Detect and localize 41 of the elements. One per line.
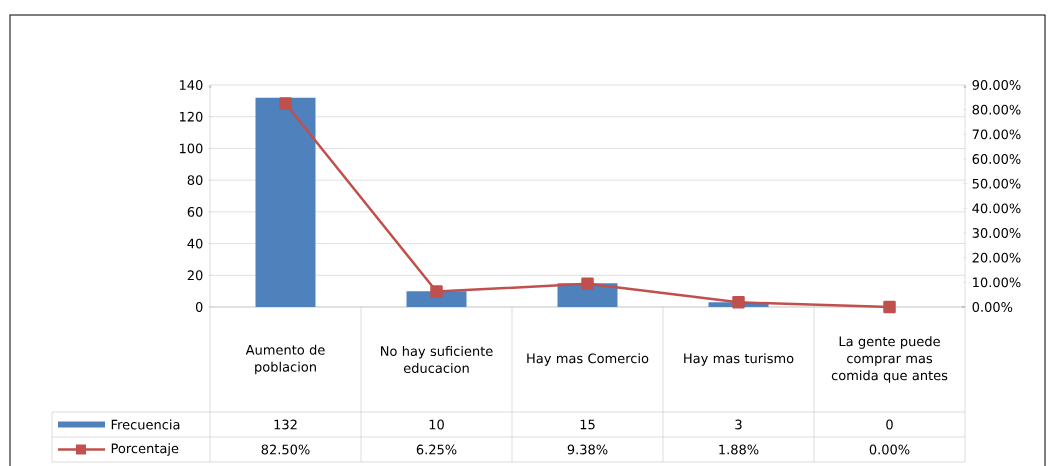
y-tick-label: 120 [179,111,203,122]
y2-tick-label: 10.00% [973,277,1021,288]
legend-label: Porcentaje [111,443,179,456]
y-tick-label: 60 [187,206,203,217]
y2-tick-label: 60.00% [972,154,1021,164]
y2-tick-label: 40.00% [972,203,1021,214]
y2-tick-label: 30.00% [972,228,1021,238]
y-tick-label: 140 [179,80,203,90]
y2-tick-label: 70.00% [972,129,1021,140]
data-label: 9.38% [567,444,608,455]
data-label: 132 [274,419,297,430]
y2-tick-label: 20.00% [972,252,1021,263]
x-tick-label: Hay mas Comercio [527,353,649,366]
data-label: 82.50% [261,444,310,455]
data-label: 1.88% [719,444,759,455]
y-tick-label: 0 [195,302,203,312]
y2-tick-label: 90.00% [972,80,1021,90]
y-tick-label: 100 [179,143,203,154]
x-tick-label: No hay suficiente educacion [381,345,493,374]
data-label: 10 [429,419,444,430]
legend-label: Frecuencia [111,419,180,430]
x-tick-label: Aumento de poblacion [245,344,325,375]
data-label: 3 [735,419,742,430]
y-tick-label: 80 [187,175,203,186]
point [279,97,292,110]
y2-tick-label: 0.00% [972,302,1013,312]
y2-tick-label: 80.00% [972,104,1021,115]
point [581,277,594,291]
bar [255,97,316,307]
x-tick-label: La gente puede comprar mas comida que antes [831,336,948,383]
y2-tick-label: 50.00% [972,178,1021,189]
point [732,296,745,309]
data-label: 0.00% [869,444,910,455]
y-tick-label: 40 [187,238,203,249]
y-tick-label: 20 [187,270,203,281]
x-tick-label: Hay mas turismo [684,353,794,366]
data-label: 0 [886,419,893,430]
data-label: 6.25% [416,444,457,455]
data-label: 15 [580,419,595,430]
point [430,285,443,298]
point [883,300,896,314]
